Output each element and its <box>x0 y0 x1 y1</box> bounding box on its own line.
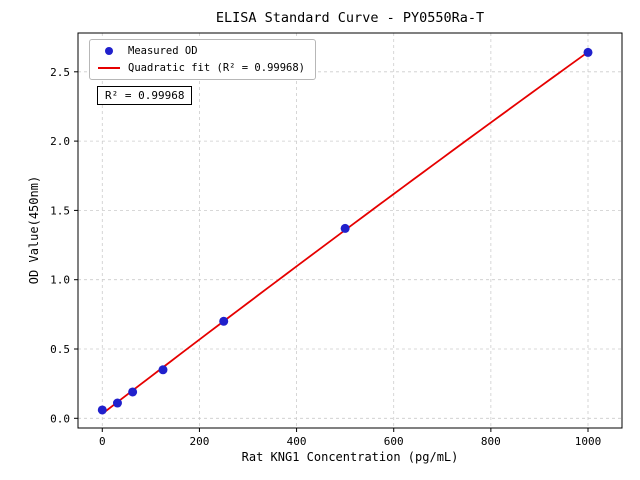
y-tick-label: 2.5 <box>50 66 70 79</box>
x-axis-label: Rat KNG1 Concentration (pg/mL) <box>241 450 459 464</box>
y-tick-label: 1.0 <box>50 274 70 287</box>
y-tick-label: 0.5 <box>50 343 70 356</box>
legend-label-measured-od: Measured OD <box>128 45 198 57</box>
x-tick-label: 600 <box>384 435 404 448</box>
chart-title: ELISA Standard Curve - PY0550Ra-T <box>215 10 485 26</box>
x-tick-label: 800 <box>481 435 501 448</box>
y-tick-label: 2.0 <box>50 135 70 148</box>
measured-od-point <box>97 405 107 415</box>
x-tick-label: 200 <box>189 435 209 448</box>
legend: Measured OD Quadratic fit (R² = 0.99968) <box>89 39 317 80</box>
y-tick-label: 0.0 <box>50 412 70 425</box>
legend-item-quadratic-fit: Quadratic fit (R² = 0.99968) <box>98 62 305 74</box>
legend-item-measured-od: Measured OD <box>98 45 305 57</box>
y-tick-label: 1.5 <box>50 204 70 217</box>
measured-od-point <box>219 316 229 326</box>
axes-frame <box>77 32 623 429</box>
x-tick-label: 400 <box>287 435 307 448</box>
measured-od-point <box>583 47 593 57</box>
quadratic-fit-line-icon <box>98 67 120 69</box>
measured-od-point <box>340 223 350 233</box>
measured-od-marker-icon <box>105 47 113 55</box>
measured-od-point <box>112 398 122 408</box>
y-axis-label: OD Value(450nm) <box>27 175 41 285</box>
x-tick-label: 1000 <box>575 435 602 448</box>
measured-od-point <box>158 365 168 375</box>
measured-od-point <box>128 387 138 397</box>
legend-label-quadratic-fit: Quadratic fit (R² = 0.99968) <box>128 62 306 74</box>
x-tick-label: 0 <box>99 435 106 448</box>
r-squared-annotation: R² = 0.99968 <box>97 86 193 105</box>
